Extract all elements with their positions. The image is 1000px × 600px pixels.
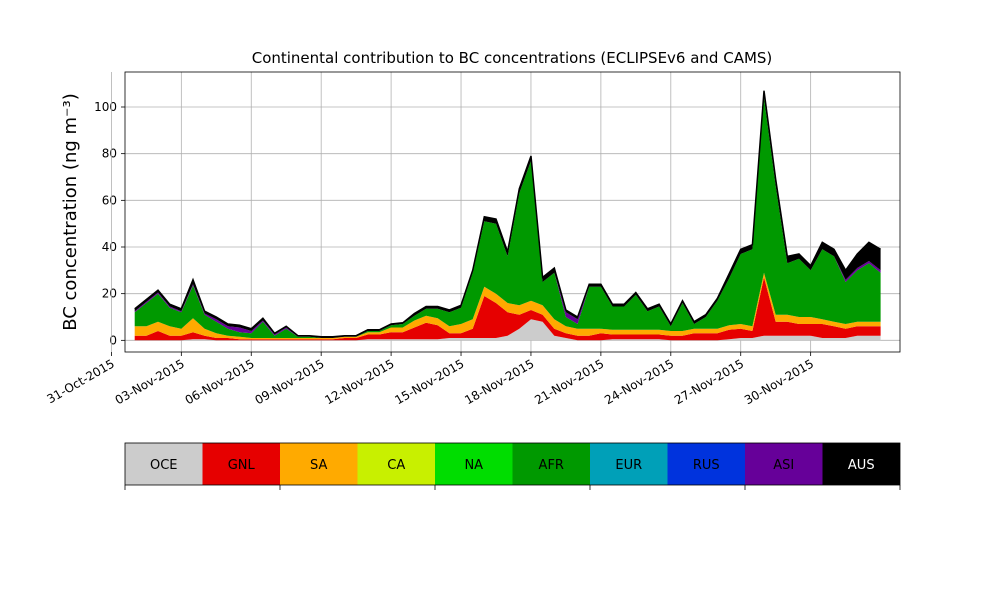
- y-tick-label: 0: [109, 333, 117, 347]
- legend-label-afr: AFR: [539, 458, 564, 473]
- x-tick-label: 12-Nov-2015: [322, 356, 396, 407]
- plot-area: 0 20 40 60 80 100 31-Oct-201503-Nov-201506-Nov…: [44, 71, 901, 407]
- legend-label-gnl: GNL: [228, 458, 256, 473]
- y-tick-label: 20: [102, 287, 117, 301]
- legend-swatch-aus: [822, 443, 900, 485]
- legend-frame: [124, 442, 901, 486]
- legend-swatch-ca: [357, 443, 435, 485]
- x-tick-label: 31-Oct-2015: [44, 356, 116, 406]
- legend-label-asi: ASI: [773, 458, 794, 473]
- area-sa: [134, 272, 881, 340]
- x-tick-label: 27-Nov-2015: [672, 356, 746, 407]
- legend-label-sa: SA: [310, 458, 327, 473]
- x-tick-label: 15-Nov-2015: [392, 356, 466, 407]
- x-tick-label: 21-Nov-2015: [532, 356, 606, 407]
- axes-frame: [124, 71, 901, 353]
- y-tick-label: 40: [102, 240, 117, 254]
- legend-swatch-eur: [590, 443, 668, 485]
- x-tick-label: 09-Nov-2015: [252, 356, 326, 407]
- legend-swatch-gnl: [202, 443, 280, 485]
- y-tick-label: 100: [94, 100, 117, 114]
- y-tick-label: 80: [102, 147, 117, 161]
- legend-colorbar: OCE GNL SA CA NA AFR EUR RUS ASI AUS: [124, 442, 901, 490]
- area-afr: [134, 97, 881, 338]
- legend-label-aus: AUS: [848, 458, 875, 473]
- y-axis-label: BC concentration (ng m⁻³): [60, 93, 81, 331]
- legend-swatch-sa: [280, 443, 358, 485]
- legend-label-oce: OCE: [150, 458, 178, 473]
- legend-swatch-na: [435, 443, 513, 485]
- legend-swatch-asi: [745, 443, 823, 485]
- legend-label-na: NA: [464, 458, 483, 473]
- x-tick-label: 18-Nov-2015: [462, 356, 536, 407]
- legend-label-ca: CA: [387, 458, 405, 473]
- x-tick-label: 03-Nov-2015: [113, 356, 187, 407]
- area-gnl: [134, 277, 881, 341]
- legend-label-eur: EUR: [615, 458, 642, 473]
- total-outline: [134, 90, 881, 338]
- x-tick-label: 06-Nov-2015: [183, 356, 257, 407]
- legend-swatch-rus: [667, 443, 745, 485]
- legend-swatch-oce: [125, 443, 203, 485]
- x-tick-label: 24-Nov-2015: [602, 356, 676, 407]
- legend-swatch-afr: [512, 443, 590, 485]
- legend-label-rus: RUS: [693, 458, 720, 473]
- y-tick-label: 60: [102, 193, 117, 207]
- x-tick-label: 30-Nov-2015: [742, 356, 816, 407]
- area-oce: [134, 319, 881, 341]
- chart-title: Continental contribution to BC concentra…: [252, 49, 773, 67]
